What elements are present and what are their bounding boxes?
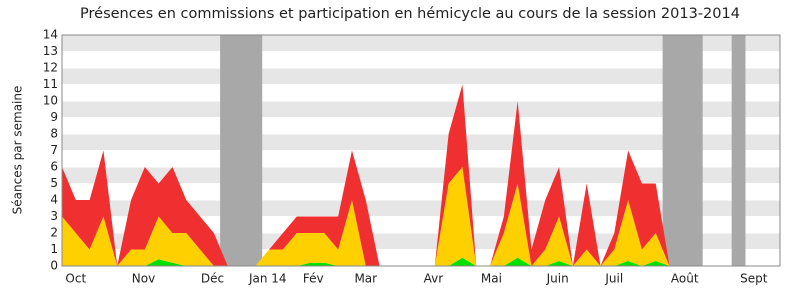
area [62,84,780,266]
y-tick-label: 11 [43,77,58,91]
y-tick-label: 0 [50,259,58,273]
x-tick-label: Déc [201,272,224,286]
x-tick-label: Jan 14 [248,272,287,286]
y-tick-label: 4 [50,193,58,207]
vacation-band [662,35,703,266]
y-tick-label: 8 [50,127,58,141]
y-tick-label: 6 [50,160,58,174]
vacation-band [731,35,746,266]
x-tick-label: Mar [354,272,377,286]
chart-title: Présences en commissions et participatio… [80,6,740,22]
y-tick-label: 10 [43,94,58,108]
y-tick-label: 5 [50,176,58,190]
x-tick-label: Avr [424,272,444,286]
y-tick-label: 14 [43,28,58,42]
y-tick-label: 2 [50,226,58,240]
x-tick-label: Oct [65,272,86,286]
x-tick-label: Juin [546,272,569,286]
y-tick-label: 12 [43,61,58,75]
vacation-band [220,35,263,266]
x-tick-label: Fév [303,272,324,286]
y-tick-label: 3 [50,209,58,223]
area [62,167,780,266]
y-tick-label: 1 [50,242,58,256]
y-tick-label: 9 [50,110,58,124]
y-tick-label: 7 [50,143,58,157]
y-tick-label: 13 [43,44,58,58]
x-tick-label: Août [671,272,699,286]
x-tick-label: Mai [481,272,502,286]
plot-frame [61,34,781,267]
x-tick-label: Nov [132,272,155,286]
y-axis-label: Séances par semaine [11,86,25,215]
x-tick-label: Sept [740,272,768,286]
x-tick-label: Juil [604,272,623,286]
